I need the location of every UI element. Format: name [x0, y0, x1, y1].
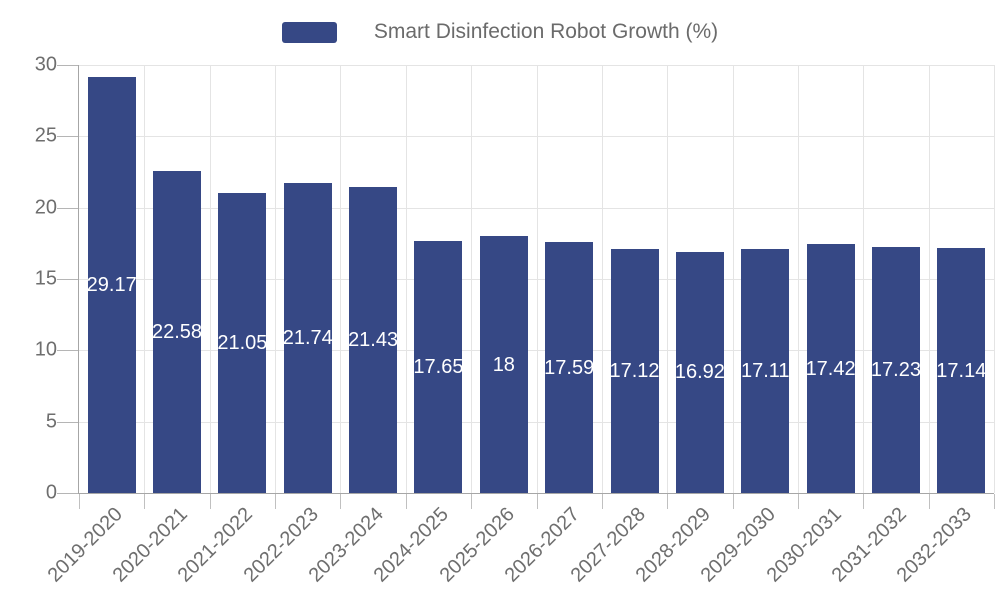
- y-tick-label: 0: [45, 481, 57, 504]
- legend-label: Smart Disinfection Robot Growth (%): [373, 20, 719, 43]
- x-axis-tick: [667, 494, 669, 509]
- v-gridline: [863, 65, 865, 493]
- x-axis-tick: [863, 494, 865, 509]
- x-axis-tick: [275, 494, 277, 509]
- bar-value-label: 17.65: [413, 356, 464, 379]
- legend-swatch-icon: [281, 21, 337, 43]
- bar-value-label: 17.42: [805, 357, 856, 380]
- v-gridline: [209, 65, 211, 493]
- bar[interactable]: [87, 76, 136, 493]
- v-gridline: [994, 65, 995, 493]
- plot-area: 0 5 10 15 20 25 30 29.17 2019-2020 22.58 2020-2021…: [35, 55, 995, 586]
- v-gridline: [340, 65, 342, 493]
- y-axis-tick: [57, 65, 78, 66]
- bar-value-label: 17.14: [936, 359, 987, 382]
- bar[interactable]: [675, 251, 724, 493]
- bar[interactable]: [479, 236, 528, 493]
- bar[interactable]: [741, 248, 790, 493]
- y-tick-label: 5: [45, 410, 57, 433]
- bar-value-label: 17.59: [544, 356, 595, 379]
- y-tick-label: 15: [34, 267, 57, 290]
- bar[interactable]: [283, 182, 332, 493]
- bar[interactable]: [218, 192, 267, 493]
- y-axis-tick: [57, 493, 78, 494]
- x-axis-tick: [994, 494, 995, 509]
- v-gridline: [405, 65, 407, 493]
- v-gridline: [471, 65, 473, 493]
- y-axis-tick: [57, 421, 78, 423]
- bar-value-label: 17.23: [870, 359, 921, 382]
- bar[interactable]: [871, 247, 920, 493]
- x-axis-tick: [536, 494, 538, 509]
- x-axis-tick: [79, 494, 80, 509]
- x-axis-tick: [601, 494, 603, 509]
- x-axis-tick: [928, 494, 930, 509]
- v-gridline: [601, 65, 603, 493]
- y-axis-tick: [57, 207, 78, 209]
- x-axis-tick: [405, 494, 407, 509]
- x-axis-tick: [340, 494, 342, 509]
- y-tick-label: 20: [34, 196, 57, 219]
- bar-value-label: 22.58: [152, 320, 203, 343]
- v-gridline: [732, 65, 734, 493]
- bar[interactable]: [349, 187, 398, 493]
- y-axis-tick: [57, 350, 78, 352]
- bar-value-label: 16.92: [674, 361, 725, 384]
- bar[interactable]: [610, 248, 659, 493]
- v-gridline: [144, 65, 146, 493]
- y-tick-label: 30: [34, 53, 57, 76]
- v-gridline: [797, 65, 799, 493]
- bar-value-label: 17.11: [740, 359, 790, 382]
- bar[interactable]: [806, 244, 855, 493]
- y-axis-tick: [57, 279, 78, 280]
- v-gridline: [667, 65, 669, 493]
- bar-value-label: 17.12: [609, 359, 660, 382]
- y-tick-label: 25: [34, 124, 57, 147]
- bar-value-label: 21.05: [217, 331, 268, 354]
- bar-value-label: 29.17: [86, 273, 137, 296]
- x-axis-tick: [732, 494, 734, 509]
- legend-item[interactable]: Smart Disinfection Robot Growth (%): [0, 20, 1000, 44]
- v-gridline: [928, 65, 930, 493]
- x-axis-tick: [144, 494, 146, 509]
- x-axis-tick: [797, 494, 799, 509]
- v-gridline: [536, 65, 538, 493]
- v-gridline: [275, 65, 277, 493]
- bar-value-label: 21.43: [348, 329, 399, 352]
- y-tick-label: 10: [34, 338, 57, 361]
- x-axis-tick: [209, 494, 211, 509]
- y-axis-tick: [57, 136, 78, 138]
- bar[interactable]: [153, 170, 202, 493]
- bar[interactable]: [545, 242, 594, 493]
- bar[interactable]: [937, 248, 986, 493]
- bar-value-label: 21.74: [282, 326, 333, 349]
- bar-value-label: 18: [492, 353, 515, 376]
- x-axis-tick: [471, 494, 473, 509]
- bar[interactable]: [414, 241, 463, 493]
